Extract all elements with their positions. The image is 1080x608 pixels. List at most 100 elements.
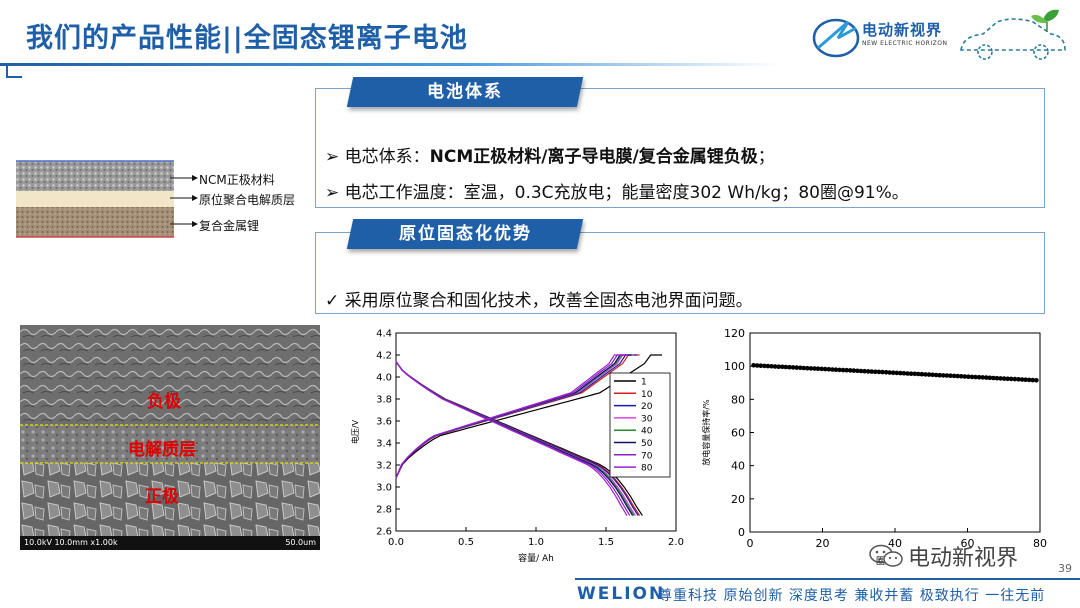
chart1-xlabel: 容量/ Ah [518,552,554,564]
chart2-point [894,370,900,376]
chart1-legend-label-20: 20 [641,402,653,412]
chart1-legend-label-80: 80 [641,464,653,474]
chart1-xtick-label: 2.0 [668,537,684,548]
chart2-point [844,367,849,373]
chart2-point [876,369,882,375]
chart2-point [840,367,846,373]
chart1-legend-label-10: 10 [641,390,653,400]
chart1-ytick-label: 2.6 [376,527,392,538]
chart2-point [937,372,942,378]
chart2-point [1016,377,1021,382]
capacity-retention-chart: 020406080020406080100120圈数放电容量保持率/% [701,327,1047,565]
chart1-discharge-line-10 [395,361,641,516]
chart2-point [916,371,921,377]
chart2-point [783,364,789,370]
chart2-point [976,374,982,380]
chart1-xtick-label: 1.0 [528,537,544,548]
chart2-point [955,373,960,379]
chart1-ytick-label: 4.2 [376,351,392,362]
chart2-point [851,368,857,373]
chart2-point [905,371,910,376]
chart2-point [805,365,810,371]
chart2-point [787,364,792,370]
chart2-point [987,375,993,381]
chart2-point [898,370,903,376]
in-situ-advantage-tab: 原位固态化优势 [346,219,584,249]
layer-diagram [16,160,174,238]
chart2-xtick-label: 0 [747,537,754,550]
wechat-icon [869,544,903,567]
chart2-point [869,369,874,374]
logo-text: 电动新视界 [862,21,943,39]
chart1-ytick-label: 3.6 [376,417,392,428]
chart2-point [826,367,832,372]
cell-system-bullet: ➢ 电芯体系：NCM正极材料/离子导电膜/复合金属锂负极； [325,147,775,167]
chart2-point [833,367,839,372]
chart2-point [1023,377,1028,382]
chart1-ytick-label: 3.8 [376,395,392,406]
chart2-point [908,371,914,376]
chart2-point [769,364,774,369]
chart2-point [926,372,932,377]
chart2-point [780,364,785,370]
title-hook-decoration [6,66,22,78]
chart1-ylabel: 电压/V [350,419,360,444]
chart2-point [801,365,806,371]
eco-car-icon [960,9,1066,60]
chart2-point [765,363,771,369]
chart1-ytick-label: 3.4 [376,439,392,450]
chart2-point [797,365,803,371]
chart1-charge-line-80 [395,354,626,479]
chart2-point [822,366,828,372]
chart2-point [837,367,842,373]
chart2-point [944,373,950,378]
layer-label-electrolyte: 原位聚合电解质层 [199,193,296,207]
title-underline [0,63,780,66]
sem-scale: 50.0um [285,538,316,547]
chart1-ytick-label: 3.0 [376,483,392,494]
voltage-capacity-chart: 0.0 0.5 1.0 1.5 2.0 2.6 2.8 3.0 3.2 3.4 3.6 3.8 4.0 4… [350,329,684,565]
chart2-point [862,368,867,374]
chart2-ytick-label: 100 [724,360,745,373]
sem-label-anode: 负极 [147,392,181,412]
chart2-point [966,374,971,379]
chart1-xtick-label: 0.5 [458,537,474,548]
chart2-point [776,364,781,369]
chart2-point [951,373,957,379]
footer-brand: WELION [577,584,666,604]
chart1-legend-label-50: 50 [641,439,653,449]
chart2-point [1001,376,1007,381]
chart2-point [890,370,896,375]
chart1-legend [609,372,671,478]
chart2-point [762,363,767,369]
chart2-point [901,371,907,376]
chart2-ytick-label: 20 [731,493,745,506]
chart2-xtick-label: 80 [1033,537,1047,550]
battery-system-tab: 电池体系 [346,77,584,107]
chart1-ytick-label: 4.0 [376,373,392,384]
chart2-point [991,375,996,381]
watermark-text: 电动新视界 [908,546,1019,571]
chart2-point [1030,377,1036,383]
sem-texture [20,325,320,550]
footer-line [575,578,1080,580]
chart2-point [772,364,778,369]
chart2-xtick-label: 60 [961,537,975,550]
sem-label-cathode: 正极 [145,487,179,507]
cell-temperature-bullet: ➢ 电芯工作温度：室温，0.3C充放电；能量密度302 Wh/kg；80圈@91… [325,183,909,203]
chart1-ytick-label: 3.2 [376,461,392,472]
chart2-point [848,368,853,373]
chart2-point [980,375,985,380]
chart1-discharge-line-1 [395,361,643,516]
chart2-ytick-label: 40 [731,460,745,473]
chart1-legend-label-70: 70 [641,451,653,461]
chart2-point [815,366,821,371]
chart1-ytick-label: 4.4 [376,329,392,340]
chart2-point [998,376,1003,381]
chart1-charge-line-40 [395,354,633,479]
chart2-point [808,366,814,371]
chart2-point [812,366,817,371]
chart2-ylabel: 放电容量保持率/% [701,399,711,466]
chart1-xtick-label: 1.5 [598,537,614,548]
sem-info-left: 10.0kV 10.0mm x1.00k [24,538,118,547]
